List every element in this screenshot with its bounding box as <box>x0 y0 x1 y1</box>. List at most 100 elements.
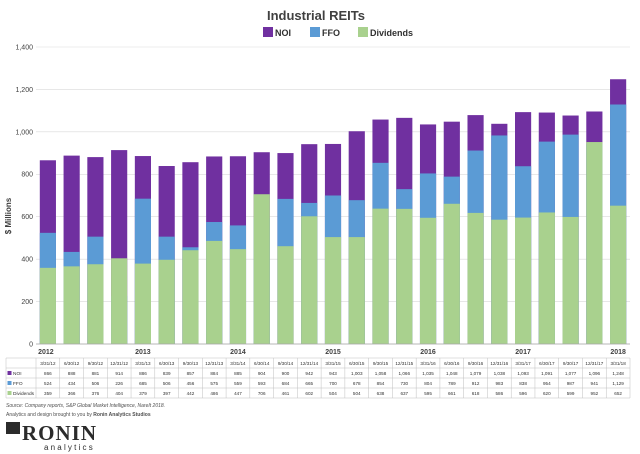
bar-dividends-1 <box>64 266 80 344</box>
table-cell-ffo: 954 <box>543 381 551 386</box>
bar-dividends-14 <box>372 209 388 344</box>
legend-label-noi: NOI <box>275 28 291 38</box>
table-cell-noi: 1,093 <box>517 371 529 376</box>
table-cell-ffo: 593 <box>258 381 266 386</box>
bar-dividends-22 <box>563 217 579 344</box>
table-cell-noi: 839 <box>163 371 171 376</box>
table-cell-noi: 943 <box>329 371 337 376</box>
table-header-date: 9/30/17 <box>563 361 579 366</box>
chart-title: Industrial REITs <box>267 8 365 23</box>
table-cell-noi: 914 <box>115 371 123 376</box>
table-cell-dividends: 602 <box>305 391 313 396</box>
table-header-date: 9/30/13 <box>183 361 199 366</box>
bar-dividends-20 <box>515 218 531 344</box>
table-cell-dividends: 595 <box>424 391 432 396</box>
table-row-name: Dividends <box>13 391 35 397</box>
table-cell-dividends: 620 <box>543 391 551 396</box>
table-header-date: 9/30/16 <box>468 361 484 366</box>
table-cell-ffo: 941 <box>591 381 599 386</box>
credit-name: Ronin Analytics Studios <box>93 412 151 418</box>
table-cell-noi: 886 <box>139 371 147 376</box>
table-cell-ffo: 684 <box>282 381 290 386</box>
bar-dividends-17 <box>444 204 460 344</box>
y-axis: 0 200 400 600 800 1,000 1,200 1,400 <box>15 44 33 348</box>
table-cell-dividends: 359 <box>44 391 52 396</box>
table-cell-dividends: 504 <box>353 391 361 396</box>
table-row-name: FFO <box>13 381 23 387</box>
bar-dividends-10 <box>277 246 293 344</box>
y-tick-label: 1,200 <box>15 87 33 94</box>
x-year-label: 2018 <box>610 349 626 356</box>
x-year-label: 2017 <box>515 349 531 356</box>
table-cell-dividends: 618 <box>472 391 480 396</box>
table-header-date: 3/31/18 <box>610 361 626 366</box>
bar-dividends-7 <box>206 241 222 344</box>
x-year-label: 2012 <box>38 349 54 356</box>
table-cell-noi: 1,091 <box>541 371 553 376</box>
table-cell-dividends: 504 <box>329 391 337 396</box>
y-tick-label: 1,000 <box>15 129 33 136</box>
credit-prefix: Analytics and design brought to you by <box>6 412 93 418</box>
table-cell-dividends: 461 <box>282 391 290 396</box>
table-header-date: 6/30/14 <box>254 361 270 366</box>
table-cell-ffo: 700 <box>329 381 337 386</box>
table-cell-ffo: 456 <box>187 381 195 386</box>
legend-swatch-dividends <box>358 27 368 37</box>
bar-dividends-9 <box>254 194 270 344</box>
table-cell-noi: 881 <box>92 371 100 376</box>
table-header-date: 3/31/13 <box>135 361 151 366</box>
table-header-date: 9/30/12 <box>88 361 104 366</box>
table-cell-noi: 1,066 <box>399 371 411 376</box>
bar-dividends-23 <box>586 142 602 344</box>
table-cell-ffo: 559 <box>234 381 242 386</box>
table-cell-ffo: 789 <box>448 381 456 386</box>
table-cell-ffo: 987 <box>567 381 575 386</box>
table-cell-ffo: 1,129 <box>612 381 624 386</box>
bars <box>40 79 626 344</box>
bar-dividends-4 <box>135 264 151 344</box>
bar-dividends-19 <box>491 220 507 344</box>
bar-dividends-5 <box>159 260 175 344</box>
table-cell-ffo: 838 <box>519 381 527 386</box>
table-cell-noi: 888 <box>68 371 76 376</box>
table-cell-dividends: 447 <box>234 391 242 396</box>
legend: NOI FFO Dividends <box>263 27 413 38</box>
table-cell-noi: 1,048 <box>446 371 458 376</box>
legend-label-ffo: FFO <box>322 28 340 38</box>
table-row-name: NOI <box>13 371 22 377</box>
bar-dividends-21 <box>539 212 555 344</box>
table-cell-noi: 1,058 <box>375 371 387 376</box>
y-tick-label: 1,400 <box>15 44 33 51</box>
table-cell-ffo: 912 <box>472 381 480 386</box>
legend-swatch-noi <box>263 27 273 37</box>
legend-label-dividends: Dividends <box>370 28 413 38</box>
table-cell-dividends: 379 <box>139 391 147 396</box>
table-cell-noi: 857 <box>187 371 195 376</box>
table-cell-dividends: 397 <box>163 391 171 396</box>
source-note: Source: Company reports, S&P Global Mark… <box>6 403 165 409</box>
table-header-date: 12/31/13 <box>205 361 223 366</box>
table-header-date: 3/31/16 <box>420 361 436 366</box>
bar-dividends-16 <box>420 218 436 344</box>
table-cell-noi: 1,038 <box>494 371 506 376</box>
bar-dividends-15 <box>396 209 412 344</box>
table-cell-noi: 1,003 <box>351 371 363 376</box>
table-header-date: 12/31/15 <box>395 361 413 366</box>
x-year-label: 2016 <box>420 349 436 356</box>
table-header-date: 6/30/12 <box>64 361 80 366</box>
table-cell-dividends: 706 <box>258 391 266 396</box>
table-cell-dividends: 366 <box>68 391 76 396</box>
table-cell-ffo: 983 <box>495 381 503 386</box>
bar-dividends-24 <box>610 206 626 344</box>
table-header-date: 6/30/16 <box>444 361 460 366</box>
table-cell-ffo: 804 <box>424 381 432 386</box>
table-cell-noi: 884 <box>210 371 218 376</box>
table-key-dividends <box>8 391 12 395</box>
y-tick-label: 200 <box>21 299 33 306</box>
table-cell-noi: 904 <box>258 371 266 376</box>
x-year-label: 2014 <box>230 349 246 356</box>
table-header-date: 6/30/13 <box>159 361 175 366</box>
table-cell-dividends: 442 <box>187 391 195 396</box>
table-header-date: 6/30/15 <box>349 361 365 366</box>
table-header-date: 9/30/14 <box>278 361 294 366</box>
